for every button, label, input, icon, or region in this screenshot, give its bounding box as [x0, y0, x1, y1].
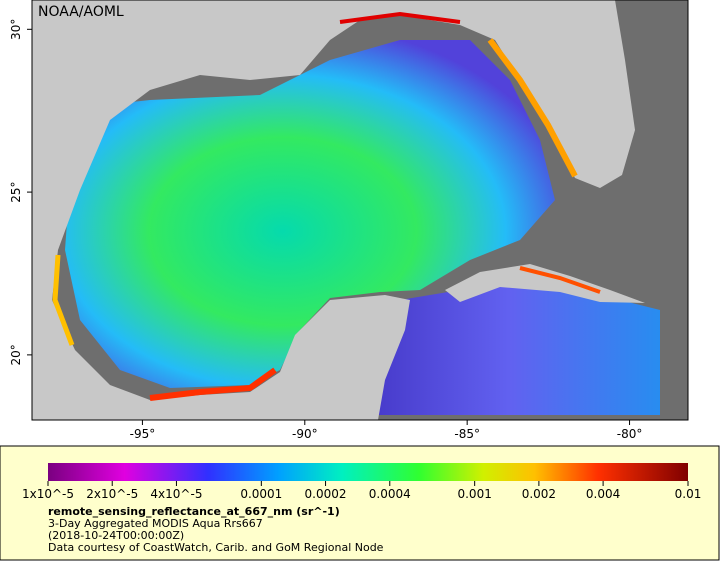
coastal-high — [149, 367, 277, 401]
colorbar — [48, 463, 688, 481]
land — [32, 0, 635, 420]
coastal-high — [52, 254, 75, 346]
legend-source: Data courtesy of CoastWatch, Carib. and … — [48, 541, 384, 554]
legend-time: (2018-10-24T00:00:00Z) — [48, 529, 184, 542]
colorbar-tick-label: 0.002 — [522, 487, 556, 501]
map: NOAA/AOML — [31, 0, 689, 421]
y-tick-label: 20° — [9, 344, 23, 365]
y-tick-label: 25° — [9, 181, 23, 202]
credit: NOAA/AOML — [38, 4, 124, 20]
colorbar-tick-label: 0.0004 — [369, 487, 411, 501]
x-tick-label: -90° — [292, 427, 318, 441]
x-tick-label: -85° — [454, 427, 480, 441]
colorbar-tick-label: 0.001 — [457, 487, 491, 501]
x-tick-label: -95° — [130, 427, 156, 441]
coastal-high — [487, 38, 578, 178]
legend-dataset: 3-Day Aggregated MODIS Aqua Rrs667 — [48, 517, 263, 530]
colorbar-tick-label: 0.0002 — [305, 487, 347, 501]
colorbar-tick-label: 1x10^-5 — [22, 487, 74, 501]
data-field — [60, 40, 555, 388]
land — [445, 264, 645, 303]
colorbar-tick-label: 0.01 — [675, 487, 702, 501]
colorbar-tick-label: 2x10^-5 — [86, 487, 138, 501]
coastal-high — [339, 11, 461, 24]
coastal-high — [519, 266, 601, 294]
colorbar-tick-label: 4x10^-5 — [150, 487, 202, 501]
x-tick-label: -80° — [617, 427, 643, 441]
y-tick-label: 30° — [9, 19, 23, 40]
legend-variable: remote_sensing_reflectance_at_667_nm (sr… — [48, 505, 340, 518]
colorbar-tick-label: 0.004 — [586, 487, 620, 501]
map-frame — [31, 0, 689, 421]
colorbar-tick-label: 0.0001 — [240, 487, 282, 501]
data-field — [360, 280, 660, 415]
